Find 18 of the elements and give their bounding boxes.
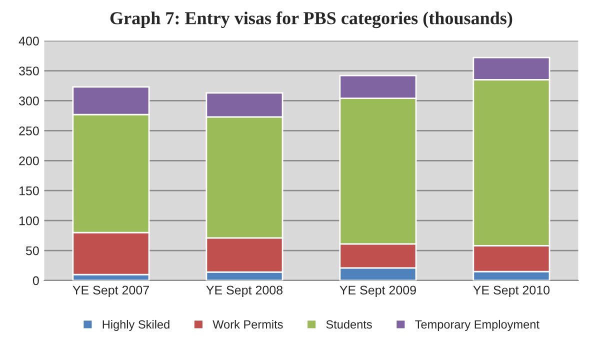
y-tick-label: 0 — [32, 276, 39, 286]
y-tick-label: 400 — [18, 36, 39, 46]
x-tick-label: YE Sept 2007 — [72, 286, 149, 298]
x-tick-label: YE Sept 2009 — [340, 286, 416, 298]
y-tick-label: 300 — [19, 96, 39, 106]
y-tick-label: 150 — [19, 186, 39, 196]
legend-label: Students — [326, 320, 372, 329]
chart-title: Graph 7: Entry visas for PBS categories (thousands) — [110, 11, 512, 28]
y-tick-label: 100 — [19, 216, 39, 226]
legend-label: Work Permits — [212, 320, 283, 329]
x-tick-label: YE Sept 2008 — [206, 286, 283, 298]
y-tick-label: 350 — [19, 66, 39, 76]
y-tick-label: 50 — [26, 246, 39, 256]
legend-label: Highly Skiled — [102, 320, 170, 331]
y-tick-label: 200 — [19, 156, 39, 166]
y-tick-label: 250 — [19, 126, 39, 136]
x-tick-label: YE Sept 2010 — [473, 286, 550, 298]
legend-label: Temporary Employment — [415, 320, 540, 331]
